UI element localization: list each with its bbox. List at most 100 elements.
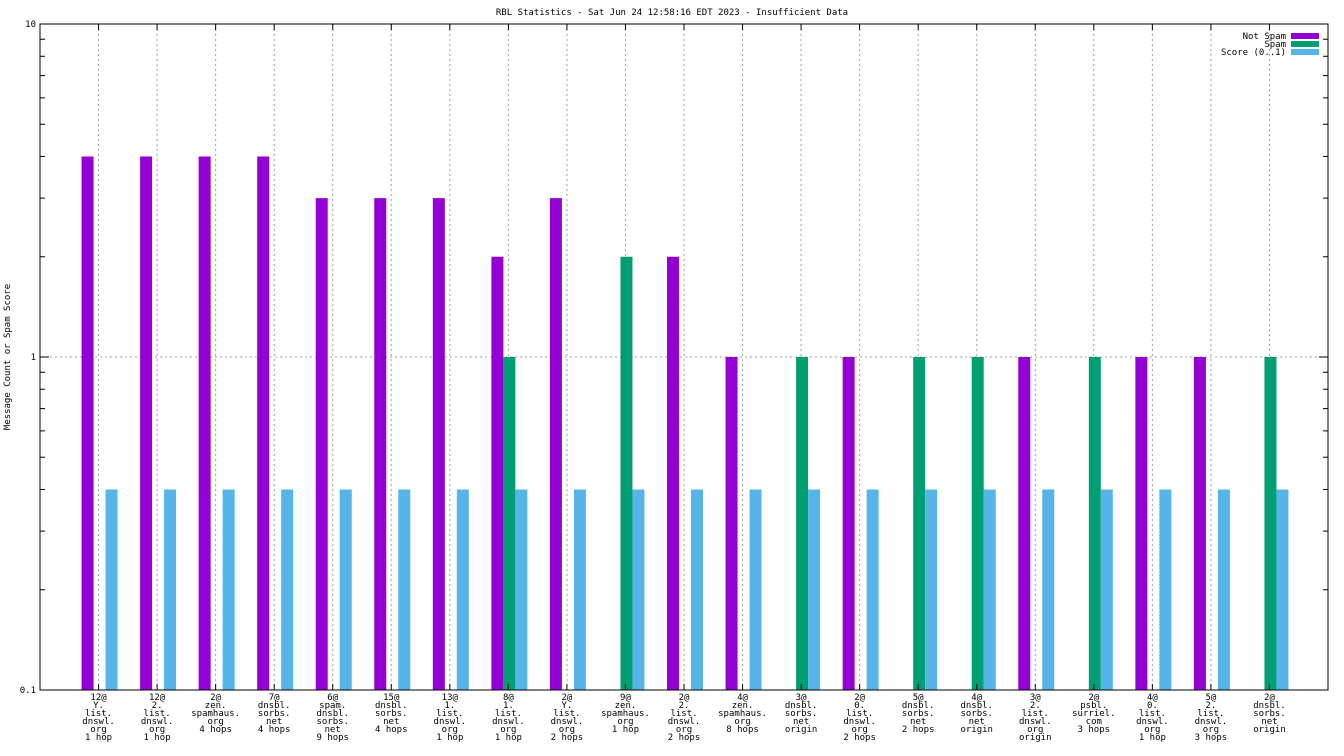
x-tick-label: 3@ — [796, 693, 807, 703]
bar-score — [691, 489, 703, 690]
bar-not-spam — [1018, 357, 1031, 690]
bar-score — [808, 489, 821, 690]
bar-not-spam — [374, 198, 387, 690]
legend-swatch — [1291, 41, 1319, 47]
x-tick-label: spamhaus. — [601, 709, 650, 719]
x-tick-label: list. — [1139, 709, 1166, 719]
x-tick-label: 13@ — [442, 693, 459, 703]
x-tick-label: sorbs. — [785, 709, 818, 719]
x-tick-label: zen. — [732, 701, 754, 711]
x-tick-label: 2 hops — [668, 733, 701, 743]
x-tick-label: net — [383, 717, 399, 727]
x-tick-label: 2@ — [561, 693, 572, 703]
x-tick-label: list. — [85, 709, 112, 719]
x-tick-label: 3@ — [1030, 693, 1041, 703]
x-tick-label: 9 hops — [316, 733, 349, 743]
x-tick-label: dnswl. — [1136, 717, 1169, 727]
x-tick-label: Y. — [561, 701, 572, 711]
legend-label: Score (0..1) — [1221, 48, 1286, 58]
legend-swatch — [1291, 33, 1319, 39]
x-tick-label: 0. — [854, 701, 865, 711]
x-tick-label: psbl. — [1080, 701, 1107, 711]
x-tick-label: zen. — [205, 701, 227, 711]
x-tick-label: org — [1203, 725, 1219, 735]
x-tick-label: list. — [670, 709, 697, 719]
x-tick-label: 1 hop — [1139, 733, 1166, 743]
x-tick-label: 1 hop — [85, 733, 112, 743]
x-tick-label: 2@ — [210, 693, 221, 703]
x-tick-label: origin — [1019, 733, 1052, 743]
x-tick-label: 12@ — [90, 693, 107, 703]
x-tick-label: 2@ — [1088, 693, 1099, 703]
x-tick-label: spamhaus. — [191, 709, 240, 719]
x-tick-label: 1. — [503, 701, 514, 711]
x-tick-label: 1. — [444, 701, 455, 711]
bar-not-spam — [667, 256, 679, 690]
x-tick-label: 2. — [679, 701, 690, 711]
x-tick-label: dnswl. — [843, 717, 876, 727]
x-tick-label: sorbs. — [375, 709, 408, 719]
x-tick-label: dnswl. — [1195, 717, 1228, 727]
x-tick-label: dnswl. — [551, 717, 584, 727]
x-tick-label: Y. — [93, 701, 104, 711]
x-tick-label: origin — [1253, 725, 1286, 735]
x-tick-label: 2@ — [679, 693, 690, 703]
bar-not-spam — [842, 357, 855, 690]
bar-score — [164, 489, 177, 690]
bar-score — [632, 489, 645, 690]
x-tick-label: dnsbl. — [960, 701, 993, 711]
x-tick-label: dnsbl. — [785, 701, 818, 711]
x-tick-label: net — [325, 725, 341, 735]
x-tick-label: 12@ — [149, 693, 166, 703]
x-tick-label: 1 hop — [612, 725, 639, 735]
x-tick-label: 7@ — [269, 693, 280, 703]
x-tick-label: list. — [495, 709, 522, 719]
bar-score — [515, 489, 528, 690]
x-tick-label: net — [910, 717, 926, 727]
x-tick-label: list. — [144, 709, 171, 719]
x-tick-label: org — [617, 717, 633, 727]
x-tick-label: list. — [1197, 709, 1224, 719]
x-tick-label: dnswl. — [82, 717, 115, 727]
bar-score — [573, 489, 586, 690]
bar-not-spam — [315, 198, 328, 690]
x-tick-label: dnswl. — [492, 717, 525, 727]
x-tick-label: 1 hop — [144, 733, 171, 743]
bar-score — [1276, 489, 1289, 690]
bar-not-spam — [257, 156, 270, 690]
x-tick-label: 1 hop — [436, 733, 463, 743]
chart-title: RBL Statistics - Sat Jun 24 12:58:16 EDT… — [496, 8, 848, 18]
bar-not-spam — [725, 357, 738, 690]
x-tick-label: sorbs. — [1253, 709, 1286, 719]
x-tick-label: net — [793, 717, 809, 727]
x-tick-label: surriel. — [1072, 709, 1115, 719]
bar-score — [456, 489, 469, 690]
x-tick-label: dnsbl. — [316, 709, 349, 719]
x-tick-label: list. — [436, 709, 463, 719]
x-tick-label: 2@ — [854, 693, 865, 703]
x-tick-label: sorbs. — [258, 709, 291, 719]
x-tick-label: org — [852, 725, 868, 735]
y-tick-label: 0.1 — [20, 686, 36, 696]
x-tick-label: dnswl. — [1019, 717, 1052, 727]
x-tick-label: 4 hops — [258, 725, 291, 735]
bar-score — [749, 489, 762, 690]
bar-score — [398, 489, 411, 690]
x-tick-label: 8 hops — [726, 725, 759, 735]
legend-label: Not Spam — [1243, 32, 1286, 42]
bar-spam — [796, 357, 809, 690]
bar-not-spam — [432, 198, 445, 690]
bar-score — [222, 489, 235, 690]
x-tick-label: 9@ — [620, 693, 631, 703]
bar-not-spam — [140, 156, 153, 690]
bar-not-spam — [491, 256, 504, 690]
x-tick-label: origin — [785, 725, 818, 735]
bar-not-spam — [1193, 357, 1206, 690]
x-tick-label: list. — [846, 709, 873, 719]
bar-spam — [620, 256, 633, 690]
x-tick-label: org — [442, 725, 458, 735]
x-tick-label: net — [266, 717, 282, 727]
x-tick-label: 4 hops — [375, 725, 408, 735]
y-tick-label: 10 — [25, 20, 36, 30]
